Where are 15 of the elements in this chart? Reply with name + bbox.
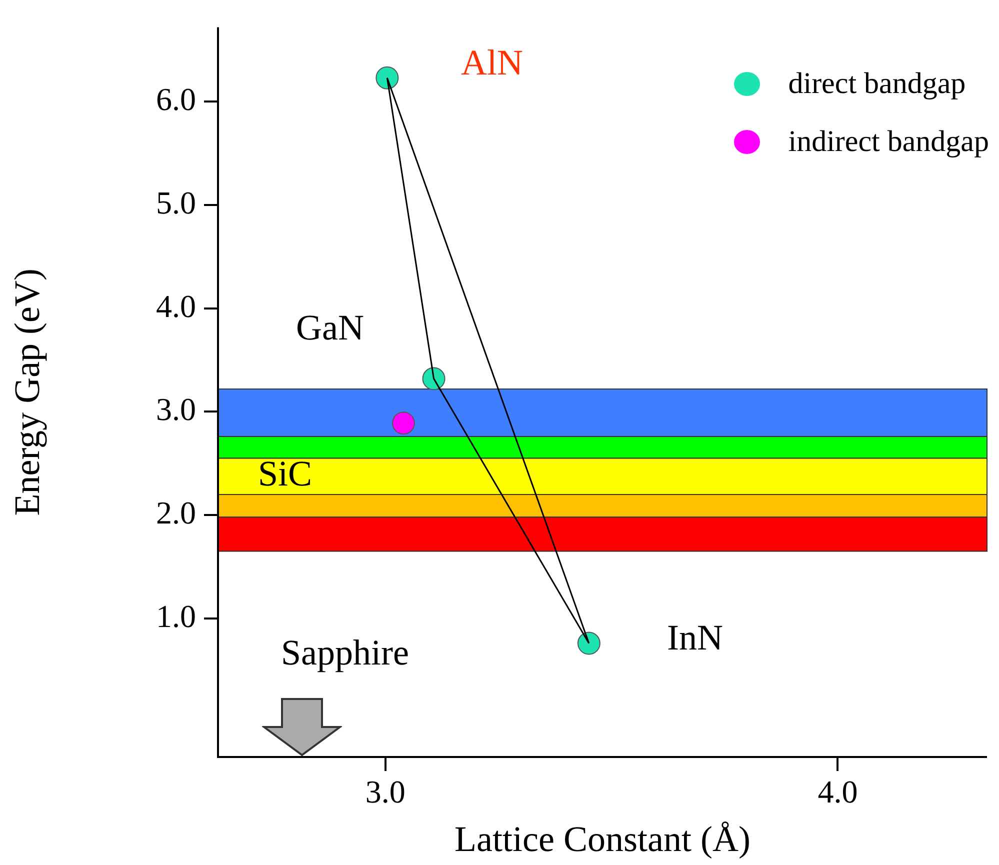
annotation: SiC	[258, 453, 312, 494]
annotation: InN	[667, 617, 723, 658]
y-axis-title: Energy Gap (eV)	[7, 268, 48, 516]
legend-label: indirect bandgap	[788, 125, 989, 159]
y-tick-label: 4.0	[156, 288, 196, 324]
y-tick-label: 5.0	[156, 184, 196, 220]
y-tick-label: 3.0	[156, 391, 196, 428]
annotation: AlN	[461, 42, 523, 82]
annotation: GaN	[296, 307, 364, 348]
legend-label: direct bandgap	[788, 67, 966, 101]
annotation: Sapphire	[281, 632, 409, 672]
y-tick-label: 2.0	[156, 494, 196, 531]
y-tick-label: 6.0	[156, 81, 196, 118]
y-tick-label: 1.0	[156, 598, 196, 634]
x-axis-title: Lattice Constant (Å)	[454, 818, 750, 859]
